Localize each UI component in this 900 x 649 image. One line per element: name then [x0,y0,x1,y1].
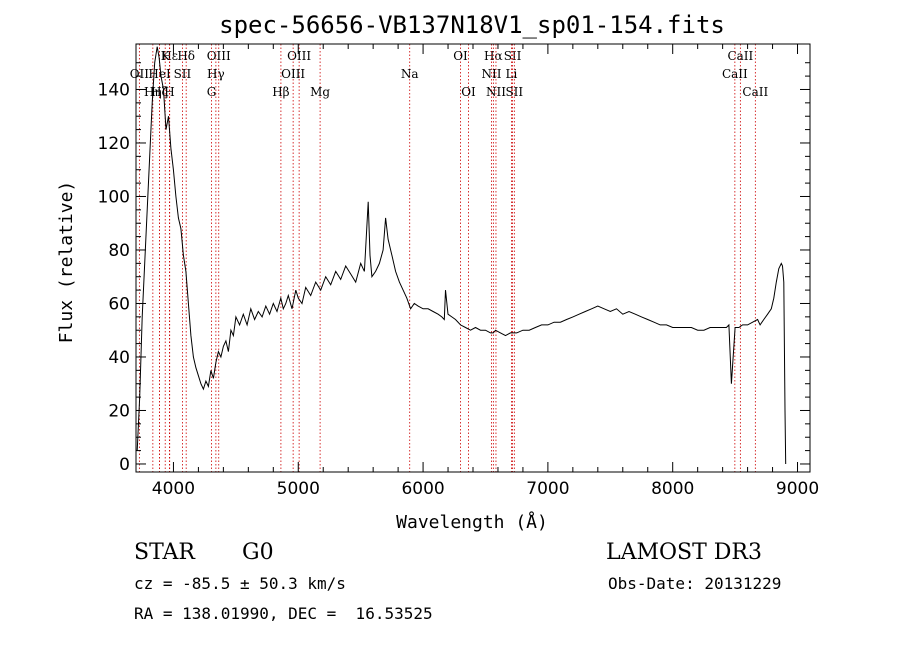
line-marker-label-25: NII [486,85,506,99]
y-tick-label-40: 40 [108,348,130,368]
y-tick-label-100: 100 [98,187,130,207]
chart-title: spec-56656-VB137N18V1_sp01-154.fits [219,11,725,39]
line-marker-label-23: Mg [310,85,330,99]
line-marker-label-13: OIII [281,67,305,81]
y-tick-label-140: 140 [98,80,130,100]
coordinates-readout: RA = 138.01990, DEC = 16.53525 [134,604,433,623]
line-marker-label-2: Hδ [177,49,195,63]
line-marker-label-12: Hγ [207,67,225,81]
line-marker-label-22: Hβ [272,85,289,99]
line-marker-label-9: OII [130,67,150,81]
spectrum-series [136,46,787,465]
object-class: STAR [134,540,195,565]
line-marker-label-5: OI [453,49,468,63]
x-axis-label: Wavelength (Å) [396,511,548,533]
x-tick-label-9000: 9000 [776,479,819,499]
line-marker-label-15: NII [481,67,501,81]
line-marker-label-14: Na [401,67,419,81]
x-tick-label-5000: 5000 [277,479,320,499]
y-tick-label-20: 20 [108,401,130,421]
survey-name: LAMOST DR3 [606,540,762,565]
observation-date: Obs-Date: 20131229 [608,574,782,593]
y-tick-label-120: 120 [98,134,130,154]
y-tick-label-60: 60 [108,294,130,314]
object-subclass: G0 [242,540,274,565]
line-marker-label-24: OI [461,85,476,99]
x-tick-label-6000: 6000 [401,479,444,499]
line-marker-label-6: Hα [484,49,503,63]
x-tick-label-4000: 4000 [152,479,195,499]
line-marker-label-16: Li [506,67,518,81]
y-tick-label-0: 0 [119,455,130,475]
plot-frame [135,43,811,473]
x-tick-label-7000: 7000 [526,479,569,499]
line-marker-label-8: CaII [727,49,753,63]
line-marker-label-7: SII [504,49,522,63]
line-marker-label-1: K [161,49,171,63]
y-tick-label-80: 80 [108,241,130,261]
y-axis-ticks: 0 20 40 60 80 100 120 140 [98,62,810,475]
line-marker-label-4: OIII [287,49,311,63]
line-marker-label-11: SII [174,67,192,81]
x-axis-ticks: 4000 5000 6000 7000 8000 9000 [152,44,819,499]
line-marker-label-27: CaII [742,85,768,99]
y-axis-label: Flux (relative) [56,181,77,344]
line-marker-label-3: OIII [207,49,231,63]
redshift-readout: cz = -85.5 ± 50.3 km/s [134,574,346,593]
line-marker-label-17: CaII [722,67,748,81]
spectrum-line [136,46,787,465]
line-marker-label-21: G [207,85,217,99]
line-marker-label-20: H [164,85,174,99]
x-tick-label-8000: 8000 [651,479,694,499]
line-marker-label-26: SII [505,85,523,99]
